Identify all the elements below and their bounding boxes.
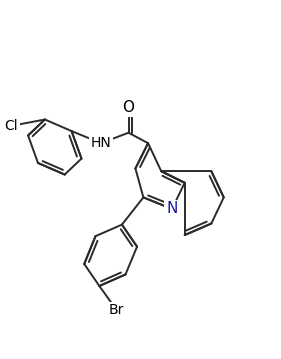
Text: N: N bbox=[166, 201, 178, 216]
Text: HN: HN bbox=[91, 136, 111, 150]
Text: O: O bbox=[123, 101, 135, 116]
Text: Br: Br bbox=[109, 303, 124, 317]
Text: Cl: Cl bbox=[4, 119, 18, 133]
